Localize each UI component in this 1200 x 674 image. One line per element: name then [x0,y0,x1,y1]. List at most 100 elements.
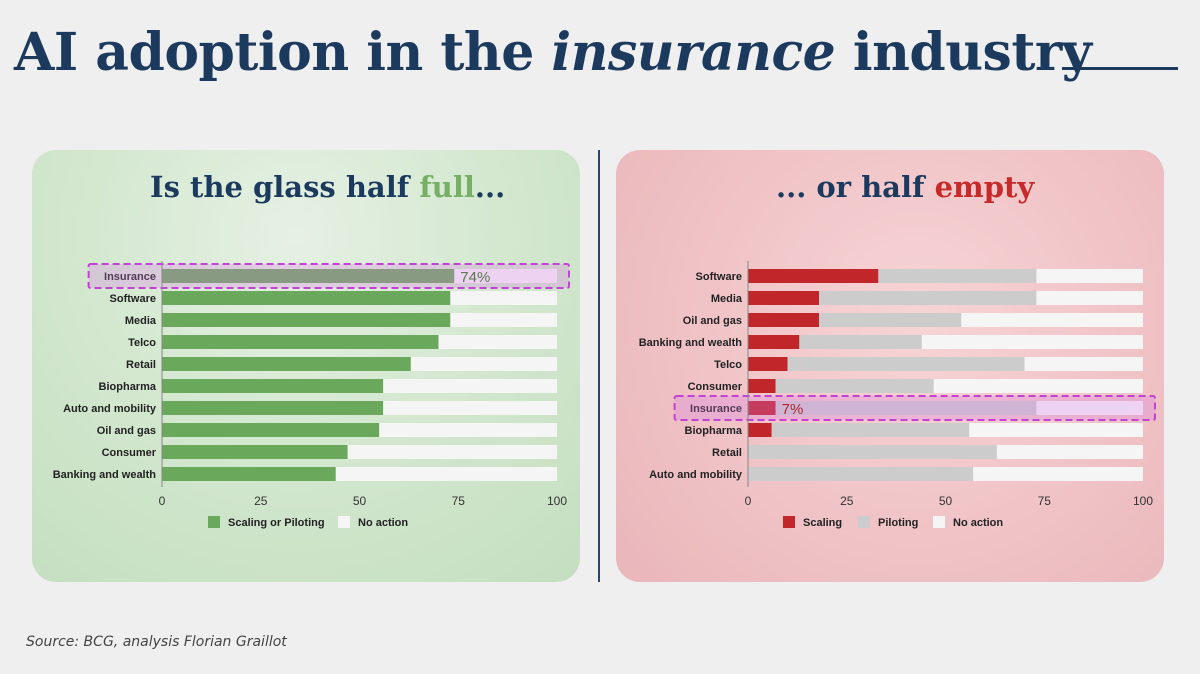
right-bar-biopharma-piloting [771,423,970,437]
left-bar-telco-scaling-or-piloting [162,335,439,349]
right-x-tick-label: 100 [1133,494,1153,508]
title-rule [1062,67,1178,70]
right-title-pre: ... or half [776,170,935,204]
left-bar-oil-and-gas-scaling-or-piloting [162,423,380,437]
left-bar-software-scaling-or-piloting [162,291,451,305]
left-bar-oil-and-gas-no-action [379,423,557,437]
left-category-label: Insurance [104,271,156,283]
right-bar-consumer-no-action [933,379,1143,393]
right-bar-insurance-piloting [775,401,1037,415]
right-highlight-box [673,395,1156,421]
right-category-label: Consumer [688,381,743,393]
panel-divider [598,150,600,582]
left-bar-auto-and-mobility-scaling-or-piloting [162,401,384,415]
left-bar-auto-and-mobility-no-action [383,401,557,415]
left-x-tick-label: 50 [353,494,367,508]
right-bar-auto-and-mobility-piloting [748,467,974,481]
left-legend-swatch-no-action [338,516,350,528]
left-x-tick-label: 25 [254,494,268,508]
right-category-label: Retail [712,447,742,459]
left-bar-media-no-action [450,313,557,327]
left-category-label: Biopharma [99,381,157,393]
right-category-label: Software [696,271,742,283]
right-x-tick-label: 0 [745,494,752,508]
left-category-label: Auto and mobility [63,403,157,415]
left-title-post: ... [474,170,506,204]
right-x-tick-label: 25 [840,494,854,508]
right-bar-telco-no-action [1024,357,1143,371]
left-x-tick-label: 75 [452,494,466,508]
right-bar-retail-piloting [748,445,997,459]
right-category-label: Biopharma [685,425,743,437]
left-category-label: Consumer [102,447,157,459]
right-legend-swatch-no-action [933,516,945,528]
page-title: AI adoption in the insurance industry [14,22,1092,83]
left-bar-consumer-no-action [347,445,557,459]
left-category-label: Oil and gas [97,425,156,437]
right-category-label: Banking and wealth [639,337,743,349]
left-bar-insurance-scaling-or-piloting [162,269,455,283]
left-x-tick-label: 100 [547,494,567,508]
title-emphasis: insurance [551,22,836,83]
right-bar-biopharma-scaling [748,423,772,437]
right-bar-insurance-no-action [1036,401,1143,415]
right-bar-telco-piloting [787,357,1025,371]
right-bar-oil-and-gas-scaling [748,313,820,327]
left-bar-retail-no-action [410,357,557,371]
left-bar-consumer-scaling-or-piloting [162,445,348,459]
left-legend-label: Scaling or Piloting [228,517,325,529]
right-bar-retail-no-action [996,445,1143,459]
left-bar-telco-no-action [438,335,557,349]
source-note: Source: BCG, analysis Florian Graillot [26,634,287,650]
right-category-label: Insurance [690,403,742,415]
right-bar-media-scaling [748,291,820,305]
right-bar-software-scaling [748,269,879,283]
right-bar-media-piloting [819,291,1037,305]
left-highlight-value: 74% [460,269,490,286]
right-x-tick-label: 50 [939,494,953,508]
right-bar-auto-and-mobility-no-action [973,467,1143,481]
left-category-label: Media [125,315,157,327]
left-legend-swatch-scaling-or-piloting [208,516,220,528]
title-pre: AI adoption in the [14,22,552,83]
left-category-label: Software [110,293,156,305]
left-category-label: Retail [126,359,156,371]
title-post: industry [835,22,1092,83]
right-bar-software-no-action [1036,269,1143,283]
right-bar-media-no-action [1036,291,1143,305]
right-bar-biopharma-no-action [969,423,1143,437]
left-highlight-box [87,263,570,289]
left-panel-title: Is the glass half full... [150,170,505,210]
right-legend-swatch-scaling [783,516,795,528]
right-bar-oil-and-gas-piloting [819,313,962,327]
left-category-label: Banking and wealth [53,469,157,481]
right-highlight-value: 7% [782,401,804,418]
right-category-label: Telco [714,359,742,371]
left-legend-label: No action [358,517,408,529]
right-bar-banking-and-wealth-scaling [748,335,800,349]
left-bar-retail-scaling-or-piloting [162,357,411,371]
right-category-label: Media [711,293,743,305]
left-bar-banking-and-wealth-no-action [335,467,557,481]
right-title-accent: empty [934,170,1035,204]
right-panel-title: ... or half empty [776,170,1034,210]
right-legend-label: Scaling [803,517,842,529]
left-title-pre: Is the glass half [150,170,420,204]
left-title-accent: full [419,170,475,204]
right-bar-banking-and-wealth-piloting [799,335,922,349]
left-bar-software-no-action [450,291,557,305]
left-x-tick-label: 0 [159,494,166,508]
right-bar-consumer-scaling [748,379,776,393]
right-x-tick-label: 75 [1038,494,1052,508]
left-category-label: Telco [128,337,156,349]
right-bar-insurance-scaling [748,401,776,415]
right-bar-telco-scaling [748,357,788,371]
right-category-label: Oil and gas [683,315,742,327]
right-bar-consumer-piloting [775,379,934,393]
right-bar-software-piloting [878,269,1037,283]
left-bar-biopharma-no-action [383,379,557,393]
right-bar-banking-and-wealth-no-action [921,335,1143,349]
left-bar-insurance-no-action [454,269,557,283]
left-bar-media-scaling-or-piloting [162,313,451,327]
